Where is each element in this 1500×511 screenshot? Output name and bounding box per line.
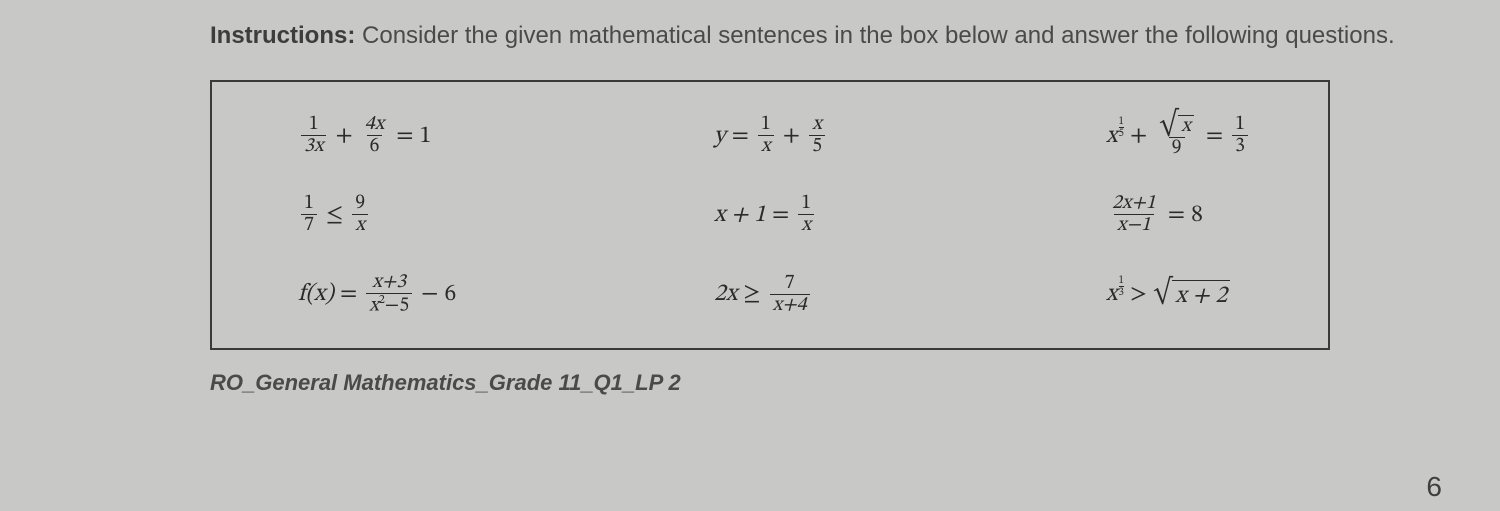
instructions-text: Instructions: Consider the given mathema…	[210, 18, 1400, 54]
eq-r2c2: x + 1 = 1x	[594, 175, 946, 254]
eq-r2c1: 17 ≤ 9x	[242, 175, 594, 254]
eq-r2c3: 2x+1x−1 = 8	[946, 175, 1298, 254]
eq-r3c2: 2x ≥ 7x+4	[594, 255, 946, 334]
instructions-label: Instructions:	[210, 22, 355, 49]
math-box: 13x + 4x6 = 1 y = 1x + x5 x15 + √x 9 = 1…	[210, 80, 1330, 350]
eq-r3c1: f(x) = x+3x2−5 − 6	[242, 255, 594, 334]
footer-text: RO_General Mathematics_Grade 11_Q1_LP 2	[210, 370, 1400, 396]
eq-r1c1: 13x + 4x6 = 1	[242, 96, 594, 175]
eq-r3c3: x13 > √x + 2	[946, 255, 1298, 334]
page-number: 6	[1426, 471, 1442, 503]
eq-r1c3: x15 + √x 9 = 13	[946, 96, 1298, 175]
eq-r1c2: y = 1x + x5	[594, 96, 946, 175]
instructions-body: Consider the given mathematical sentence…	[355, 22, 1394, 49]
